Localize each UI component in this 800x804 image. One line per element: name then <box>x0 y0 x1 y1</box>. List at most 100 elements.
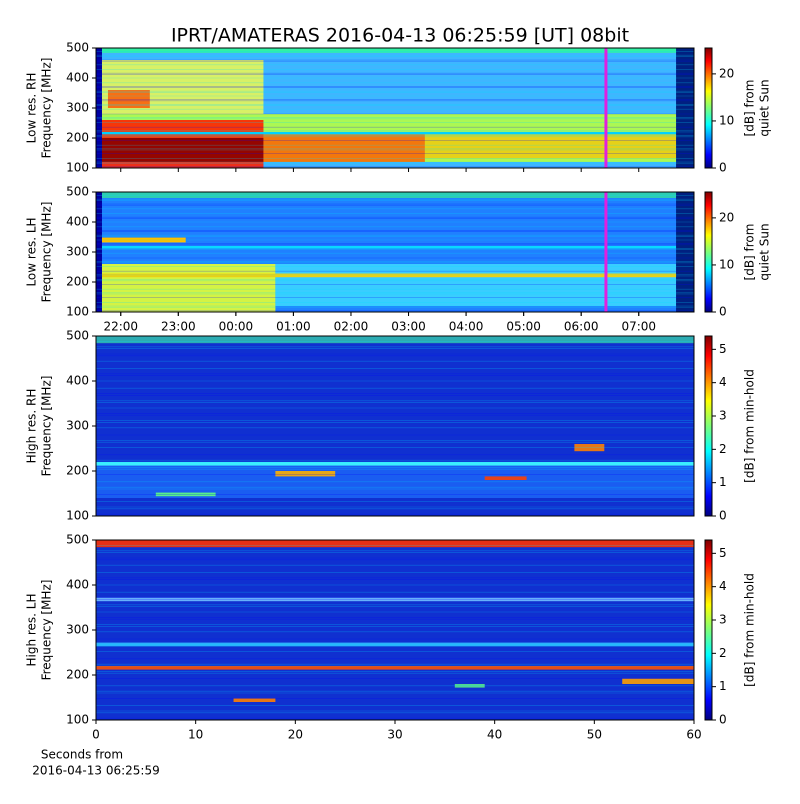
colorbar-tick-label: 3 <box>719 613 727 627</box>
y-axis-label: Frequency [MHz] <box>40 376 54 477</box>
y-axis-label: Frequency [MHz] <box>40 58 54 159</box>
x-axis-label: 2016-04-13 06:25:59 <box>32 764 159 778</box>
spectrum-texture <box>96 462 694 466</box>
colorbar-tick-label: 20 <box>719 66 734 80</box>
y-tick-label: 400 <box>66 71 89 85</box>
x-tick-label: 60 <box>686 728 701 742</box>
spectrum-texture <box>263 134 425 162</box>
x-tick-label: 07:00 <box>621 320 656 334</box>
x-tick-label: 02:00 <box>334 320 369 334</box>
colorbar-tick-label: 3 <box>719 409 727 423</box>
y-tick-label: 300 <box>66 245 89 259</box>
x-tick-label: 03:00 <box>391 320 426 334</box>
spectrum-texture <box>96 264 276 312</box>
colorbar-label: [dB] from <box>743 80 757 137</box>
spectrum-texture <box>96 273 694 278</box>
y-axis-label: Frequency [MHz] <box>40 580 54 681</box>
colorbar-tick-label: 1 <box>719 679 727 693</box>
spectrum-texture <box>275 471 336 477</box>
spectrum-texture <box>96 48 102 168</box>
y-tick-label: 300 <box>66 101 89 115</box>
colorbar-tick-label: 4 <box>719 375 727 389</box>
colorbar-tick-label: 2 <box>719 646 727 660</box>
y-tick-label: 100 <box>66 713 89 727</box>
y-axis-label: High res. LH <box>25 593 39 666</box>
colorbar-label: [dB] from min-hold <box>743 369 757 483</box>
spectrum-texture <box>96 138 264 162</box>
x-tick-label: 20 <box>288 728 303 742</box>
spectrum-texture <box>96 597 694 602</box>
y-axis-label: Low res. RH <box>25 73 39 144</box>
spectrum-texture <box>96 192 694 198</box>
y-tick-label: 100 <box>66 161 89 175</box>
colorbar-tick-label: 0 <box>719 161 727 175</box>
x-tick-label: 06:00 <box>564 320 599 334</box>
x-tick-label: 23:00 <box>161 320 196 334</box>
y-tick-label: 300 <box>66 623 89 637</box>
colorbar <box>704 539 713 721</box>
spectrum-texture <box>96 540 694 720</box>
spectrum-texture <box>107 90 150 108</box>
y-tick-label: 200 <box>66 275 89 289</box>
colorbar-tick-label: 5 <box>719 342 727 356</box>
spectrum-texture <box>96 237 186 243</box>
y-tick-label: 200 <box>66 131 89 145</box>
colorbar-tick-label: 10 <box>719 113 734 127</box>
colorbar-label: quiet Sun <box>758 223 772 280</box>
y-tick-label: 500 <box>66 185 89 199</box>
y-tick-label: 200 <box>66 668 89 682</box>
y-tick-label: 200 <box>66 464 89 478</box>
y-tick-label: 100 <box>66 305 89 319</box>
spectrum-texture <box>574 444 605 452</box>
y-axis-label: High res. RH <box>25 389 39 464</box>
colorbar-tick-label: 1 <box>719 475 727 489</box>
spectrum-texture <box>96 132 694 135</box>
y-tick-label: 400 <box>66 578 89 592</box>
x-tick-label: 01:00 <box>276 320 311 334</box>
colorbar-tick-label: 0 <box>719 713 727 727</box>
colorbar-tick-label: 4 <box>719 579 727 593</box>
spectrum-texture <box>96 48 694 53</box>
chart-title: IPRT/AMATERAS 2016-04-13 06:25:59 [UT] 0… <box>171 25 629 47</box>
x-axis-label: Seconds from <box>41 748 123 762</box>
spectrum-texture <box>622 678 694 684</box>
x-tick-label: 40 <box>487 728 502 742</box>
y-tick-label: 300 <box>66 419 89 433</box>
colorbar <box>704 47 713 169</box>
colorbar-tick-label: 0 <box>719 509 727 523</box>
colorbar <box>704 335 713 517</box>
spectrum-texture <box>96 462 694 498</box>
x-tick-label: 05:00 <box>506 320 541 334</box>
spectrum-texture <box>275 264 677 306</box>
colorbar-label: [dB] from min-hold <box>743 573 757 687</box>
x-tick-label: 04:00 <box>449 320 484 334</box>
colorbar-tick-label: 10 <box>719 257 734 271</box>
colorbar-tick-label: 2 <box>719 442 727 456</box>
spectrum-texture <box>96 540 694 548</box>
x-tick-label: 50 <box>587 728 602 742</box>
y-tick-label: 400 <box>66 215 89 229</box>
x-tick-label: 0 <box>92 728 100 742</box>
spectrum-texture <box>96 246 694 249</box>
spectrum-texture <box>96 666 694 670</box>
x-tick-label: 30 <box>387 728 402 742</box>
spectrum-texture <box>96 192 102 312</box>
spectrum-texture <box>676 48 694 168</box>
spectrum-texture <box>424 134 677 159</box>
y-axis-label: Low res. LH <box>25 217 39 286</box>
y-tick-label: 500 <box>66 533 89 547</box>
spectrum-texture <box>96 642 694 647</box>
spectrum-texture <box>454 684 485 688</box>
spectrum-texture <box>96 336 694 344</box>
colorbar-tick-label: 5 <box>719 546 727 560</box>
y-tick-label: 100 <box>66 509 89 523</box>
colorbar-tick-label: 0 <box>719 305 727 319</box>
y-tick-label: 400 <box>66 374 89 388</box>
colorbar <box>704 191 713 313</box>
x-tick-label: 00:00 <box>219 320 254 334</box>
spectrum-texture <box>676 192 694 312</box>
y-tick-label: 500 <box>66 41 89 55</box>
spectrum-texture <box>233 698 276 702</box>
spectrum-texture <box>155 492 216 497</box>
